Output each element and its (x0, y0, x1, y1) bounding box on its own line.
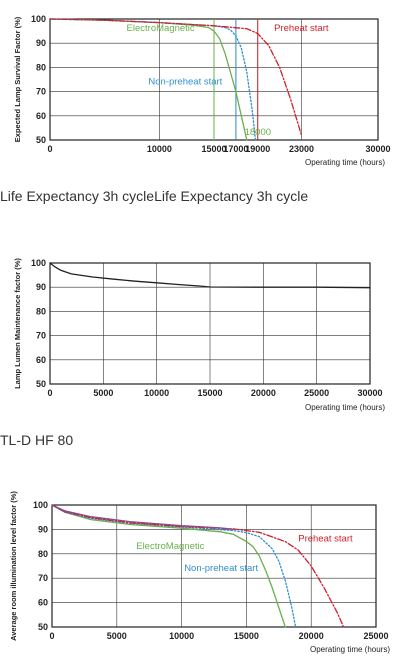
x-tick-label: 30000 (365, 144, 390, 154)
y-tick-label: 90 (36, 282, 46, 292)
x-tick-label: 15000 (197, 388, 222, 398)
caption-life-expectancy: Life Expectancy 3h cycleLife Expectancy … (0, 188, 309, 204)
x-tick-label: 0 (47, 388, 52, 398)
x-tick-label: 10000 (144, 388, 169, 398)
plot-frame (49, 262, 371, 385)
series-line (51, 504, 235, 531)
x-tick-label: 0 (49, 631, 54, 641)
y-tick-label: 70 (38, 573, 48, 583)
y-tick-label: 60 (38, 598, 48, 608)
y-tick-label: 70 (36, 331, 46, 341)
annotation-label: Preheat start (298, 534, 353, 545)
lumen-maintenance-chart: 0 5000 10000 15000 20000 25000 30000 50 60 70 80 90… (13, 258, 385, 412)
series-non-preheat-start (51, 504, 297, 628)
y-tick-label: 80 (38, 549, 48, 559)
y-axis-label: Average room illumination level factor (… (9, 491, 18, 641)
y-tick-label: 70 (36, 87, 46, 97)
x-tick-label: 10000 (169, 631, 194, 641)
caption-tld-hf: TL-D HF 80 (0, 432, 74, 448)
series-electromagnetic (51, 504, 286, 628)
plot-frame (51, 504, 377, 628)
x-axis-label: Operating time (hours) (305, 158, 385, 167)
series-line (49, 262, 371, 289)
x-axis-label: Operating time (hours) (305, 403, 385, 412)
annotation-label: ElectroMagnetic (127, 23, 195, 34)
annotation-label: 18000 (245, 127, 271, 138)
x-tick-label: 5000 (107, 631, 127, 641)
series-preheat-start (51, 504, 345, 628)
y-tick-label: 50 (36, 135, 46, 145)
x-axis-label: Operating time (hours) (310, 645, 390, 654)
y-axis-label: Expected Lamp Survival Factor (%) (13, 16, 22, 142)
y-tick-label: 100 (33, 500, 48, 510)
y-tick-label: 80 (36, 306, 46, 316)
annotation-label: ElectroMagnetic (136, 541, 204, 552)
y-tick-label: 80 (36, 62, 46, 72)
annotation-label: Preheat start (274, 23, 329, 34)
x-tick-label: 15000 (201, 144, 226, 154)
annotation-label: Non-preheat start (184, 563, 258, 574)
x-tick-label: 19000 (245, 144, 270, 154)
y-tick-label: 100 (31, 258, 46, 268)
x-tick-label: 23000 (289, 144, 314, 154)
x-tick-label: 25000 (363, 631, 388, 641)
x-tick-label: 15000 (234, 631, 259, 641)
y-axis-label: Lamp Lumen Maintenance factor (%) (13, 258, 22, 389)
x-tick-label: 20000 (251, 388, 276, 398)
annotation-label: Non-preheat start (148, 76, 222, 87)
series-preheat-start (49, 18, 303, 136)
y-tick-label: 50 (38, 622, 48, 632)
y-tick-label: 100 (31, 14, 46, 24)
x-tick-label: 0 (47, 144, 52, 154)
x-tick-label: 25000 (304, 388, 329, 398)
illumination-chart: 0 5000 10000 15000 20000 25000 50 60 70 80 90 100 Av… (9, 491, 390, 654)
y-tick-label: 60 (36, 111, 46, 121)
y-tick-label: 90 (38, 524, 48, 534)
y-tick-label: 60 (36, 355, 46, 365)
x-tick-label: 30000 (357, 388, 382, 398)
x-tick-label: 20000 (299, 631, 324, 641)
x-tick-label: 17000 (223, 144, 248, 154)
x-tick-label: 10000 (147, 144, 172, 154)
x-tick-label: 5000 (93, 388, 113, 398)
y-tick-label: 50 (36, 379, 46, 389)
series-non-preheat-start (49, 18, 257, 141)
y-tick-label: 90 (36, 38, 46, 48)
